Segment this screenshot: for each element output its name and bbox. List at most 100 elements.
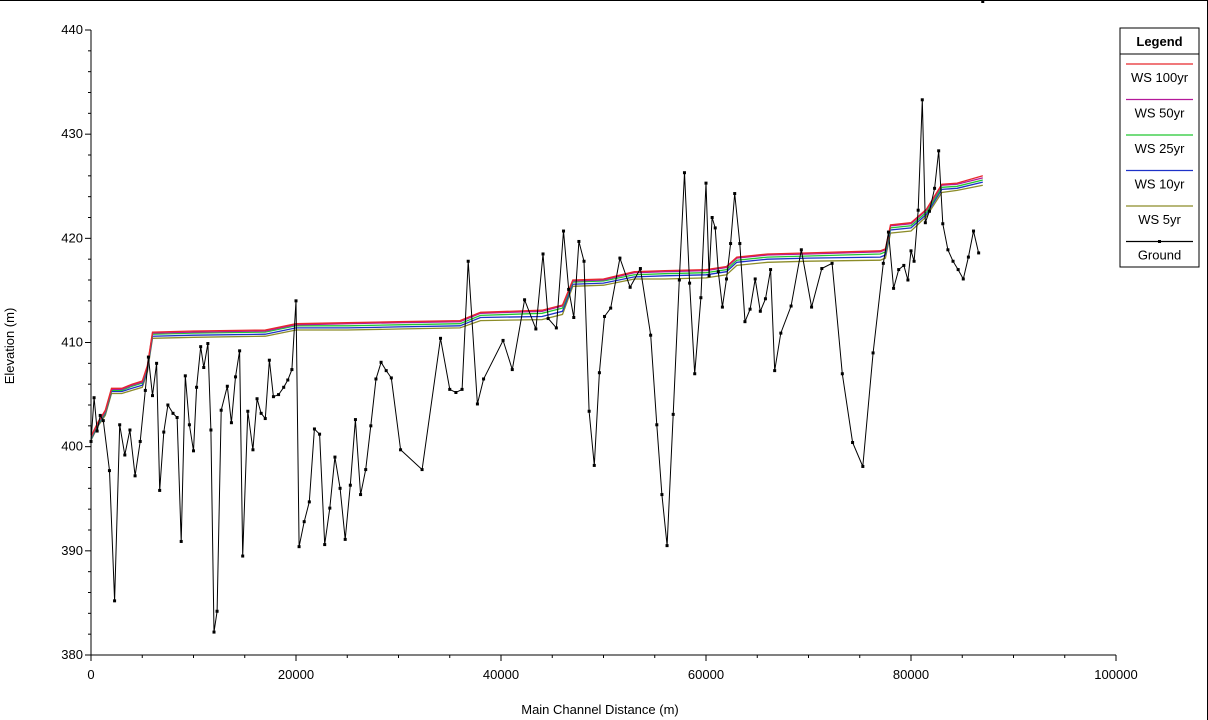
ground-point bbox=[255, 397, 259, 401]
ground-point bbox=[886, 230, 890, 234]
ground-point bbox=[101, 419, 105, 423]
ground-point bbox=[482, 377, 486, 381]
ground-point bbox=[897, 268, 901, 272]
ground-point bbox=[609, 306, 613, 310]
legend-title: Legend bbox=[1136, 34, 1182, 49]
series-layer bbox=[89, 0, 985, 634]
ground-point bbox=[215, 609, 219, 613]
ground-point bbox=[297, 545, 301, 549]
ground-point bbox=[307, 500, 311, 504]
ground-point bbox=[384, 369, 388, 373]
ground-point bbox=[328, 506, 332, 510]
ground-point bbox=[748, 307, 752, 311]
y-tick-label: 410 bbox=[61, 335, 83, 350]
ground-point bbox=[454, 391, 458, 394]
ground-point bbox=[374, 377, 378, 381]
ground-point bbox=[246, 409, 250, 413]
ground-point bbox=[941, 222, 945, 226]
ground-point bbox=[972, 229, 976, 233]
ground-point bbox=[259, 411, 263, 415]
legend-ground-marker bbox=[1158, 240, 1161, 243]
ground-point bbox=[166, 403, 170, 407]
ground-point bbox=[251, 448, 255, 452]
ground-point bbox=[902, 263, 906, 267]
ground-point bbox=[693, 372, 697, 376]
ground-point bbox=[937, 149, 941, 153]
ground-point bbox=[753, 277, 757, 281]
ground-point bbox=[143, 388, 147, 392]
ground-point bbox=[212, 630, 216, 634]
ground-point bbox=[789, 304, 793, 308]
ground-point bbox=[916, 208, 920, 212]
y-tick-label: 400 bbox=[61, 439, 83, 454]
ground-point bbox=[597, 371, 601, 375]
ground-point bbox=[892, 286, 896, 290]
ground-point bbox=[187, 423, 191, 427]
ground-point bbox=[603, 314, 607, 318]
ground-point bbox=[263, 417, 267, 421]
ground-point bbox=[133, 474, 137, 478]
ground-point bbox=[234, 375, 238, 379]
ground-point bbox=[912, 259, 916, 263]
ground-point bbox=[379, 360, 383, 364]
ground-point bbox=[933, 186, 937, 190]
ground-point bbox=[562, 229, 566, 233]
ground-point bbox=[710, 216, 714, 219]
y-axis: 380 390 400 410 420 430 440 bbox=[61, 22, 92, 662]
ground-point bbox=[534, 327, 538, 331]
ground-point bbox=[655, 423, 659, 427]
ground-point bbox=[773, 369, 777, 373]
ground-point bbox=[704, 181, 708, 185]
ground-point bbox=[290, 368, 294, 372]
ground-point bbox=[628, 285, 632, 289]
ground-point bbox=[158, 488, 162, 492]
ground-point bbox=[229, 421, 233, 425]
y-axis-title: Elevation (m) bbox=[2, 308, 17, 385]
ground-point bbox=[318, 432, 322, 436]
ground-point bbox=[359, 493, 363, 497]
ground-point bbox=[353, 418, 357, 422]
ground-point bbox=[225, 384, 229, 388]
y-tick-label: 380 bbox=[61, 647, 83, 662]
ground-point bbox=[343, 537, 347, 541]
y-tick-label: 390 bbox=[61, 543, 83, 558]
ground-point bbox=[333, 455, 337, 459]
ground-point bbox=[923, 221, 927, 225]
ground-point bbox=[92, 396, 96, 400]
ground-point bbox=[909, 249, 913, 253]
ground-point bbox=[541, 252, 545, 256]
y-tick-label: 440 bbox=[61, 22, 83, 37]
ground-point bbox=[729, 242, 733, 246]
ground-point bbox=[725, 277, 728, 281]
legend-box bbox=[1119, 27, 1200, 268]
legend-label: WS 100yr bbox=[1131, 70, 1189, 85]
ground-point bbox=[733, 192, 737, 196]
ground-point bbox=[546, 317, 550, 321]
ground-point bbox=[123, 453, 127, 457]
ground-point bbox=[271, 395, 275, 399]
ground-point bbox=[592, 463, 596, 467]
ground-point bbox=[763, 297, 767, 301]
ground-point bbox=[98, 413, 102, 417]
ground-point bbox=[183, 374, 187, 378]
ground-point bbox=[219, 408, 223, 412]
ground-point bbox=[951, 259, 955, 263]
ground-point bbox=[146, 355, 150, 359]
ground-point bbox=[587, 409, 591, 413]
ground-point bbox=[769, 268, 773, 272]
ground-point bbox=[981, 0, 985, 3]
ground-point bbox=[348, 483, 352, 487]
legend: Legend WS 100yr WS 50yr WS 25yr WS 10yr WS 5y… bbox=[1119, 27, 1200, 268]
ground-point bbox=[956, 268, 960, 272]
ground-point bbox=[554, 326, 558, 330]
ground-point bbox=[286, 378, 290, 382]
ground-point bbox=[389, 376, 393, 380]
ground-point bbox=[206, 342, 210, 346]
ground-point bbox=[510, 368, 514, 372]
ground-point bbox=[364, 468, 368, 472]
ground-point bbox=[618, 256, 622, 260]
ground-point bbox=[128, 428, 132, 432]
ground-point bbox=[920, 98, 924, 102]
ground-point bbox=[810, 305, 814, 309]
